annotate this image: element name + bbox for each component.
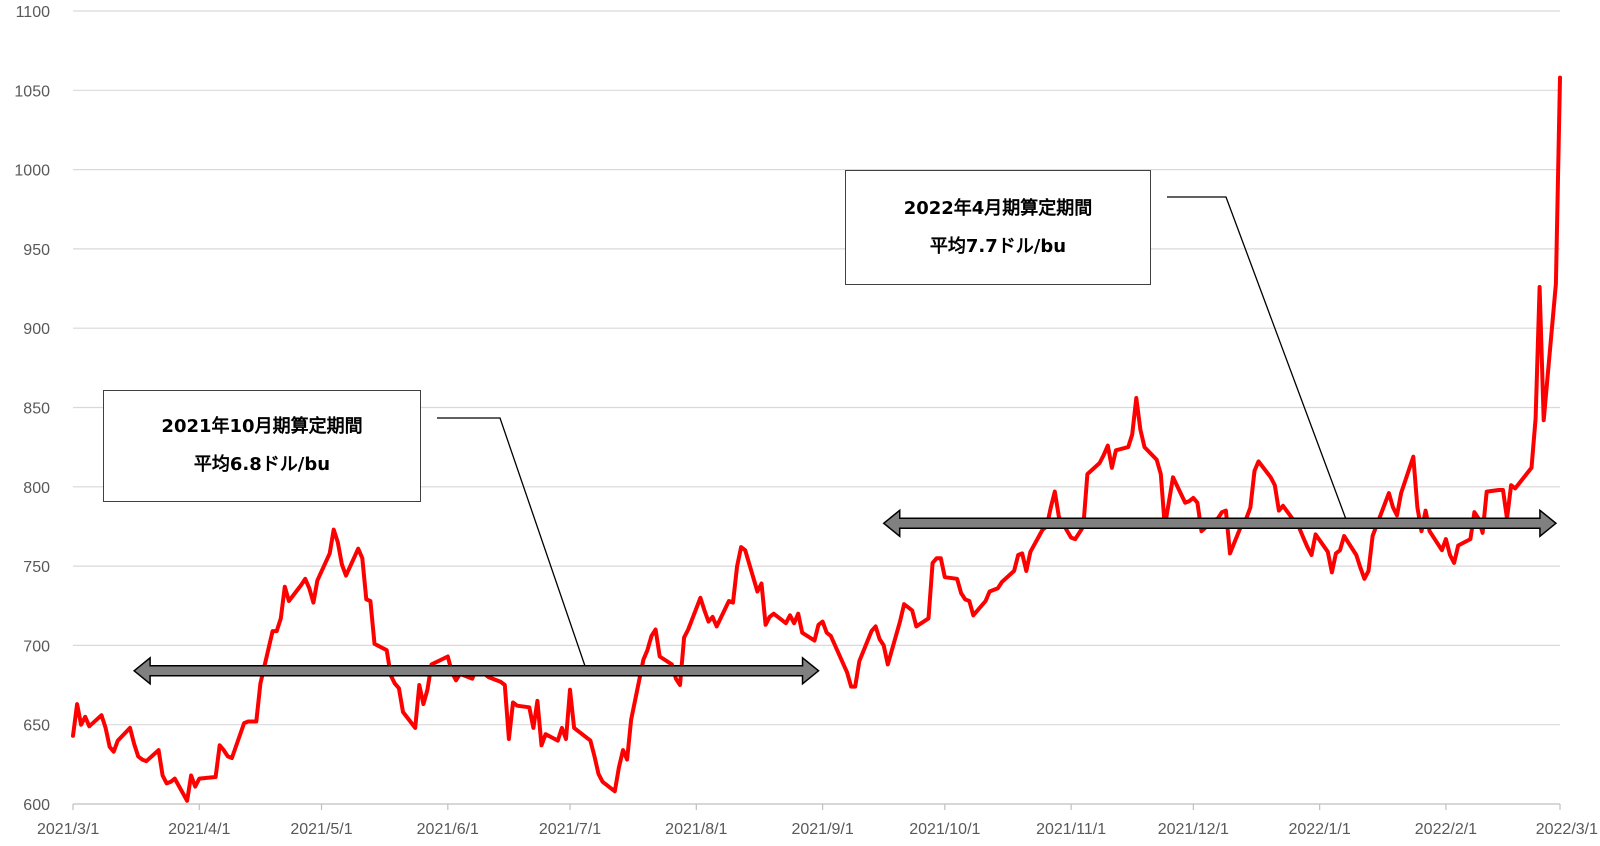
price-series [71, 75, 1562, 803]
y-tick-label-950: 950 [23, 242, 50, 259]
callout-2021-october-period: 2021年10月期算定期間 平均6.8ドル/bu [103, 390, 421, 502]
y-tick-label-600: 600 [23, 797, 50, 814]
x-tick-label-11: 2022/2/1 [1415, 821, 1477, 838]
x-tick-label-9: 2021/12/1 [1158, 821, 1229, 838]
y-tick-label-1000: 1000 [14, 163, 50, 180]
average-range-arrow-1 [882, 508, 1558, 538]
y-tick-label-800: 800 [23, 480, 50, 497]
x-tick-label-6: 2021/9/1 [791, 821, 853, 838]
callout-leaders [437, 196, 1348, 667]
x-tick-label-1: 2021/4/1 [168, 821, 230, 838]
y-tick-label-850: 850 [23, 401, 50, 418]
x-tick-label-5: 2021/8/1 [665, 821, 727, 838]
x-tick-label-8: 2021/11/1 [1036, 821, 1106, 838]
x-tick-label-12: 2022/3/1 [1536, 821, 1598, 838]
callout-2022-april-period: 2022年4月期算定期間 平均7.7ドル/bu [845, 170, 1151, 285]
average-range-arrow-0 [132, 656, 820, 686]
y-tick-label-750: 750 [23, 559, 50, 576]
callout-2022-title: 2022年4月期算定期間 [903, 197, 1093, 219]
y-tick-label-650: 650 [23, 718, 50, 735]
x-tick-label-10: 2022/1/1 [1288, 821, 1350, 838]
y-axis-ticks: 600 650 700 750 800 850 900 950 1000 1050 1100 [14, 4, 50, 814]
callout-2021-title: 2021年10月期算定期間 [161, 416, 363, 437]
leader-line-1 [1167, 196, 1348, 523]
x-tick-label-2: 2021/5/1 [290, 821, 352, 838]
y-tick-label-1100: 1100 [16, 4, 51, 21]
x-tick-label-7: 2021/10/1 [909, 821, 980, 838]
callout-2021-average: 平均6.8ドル/bu [193, 454, 331, 475]
y-tick-label-700: 700 [23, 638, 50, 655]
y-tick-label-900: 900 [23, 321, 50, 338]
x-tick-label-4: 2021/7/1 [539, 821, 601, 838]
period-average-bars [132, 508, 1558, 686]
callout-2022-average: 平均7.7ドル/bu [929, 235, 1067, 257]
series-line-0 [71, 75, 1562, 803]
leader-line-0 [437, 417, 586, 667]
x-tick-label-0: 2021/3/1 [37, 821, 99, 838]
y-tick-label-1050: 1050 [14, 83, 50, 100]
x-tick-label-3: 2021/6/1 [417, 821, 479, 838]
x-axis-ticks: 2021/3/1 2021/4/1 2021/5/1 2021/6/1 2021/7/1… [37, 804, 1598, 838]
